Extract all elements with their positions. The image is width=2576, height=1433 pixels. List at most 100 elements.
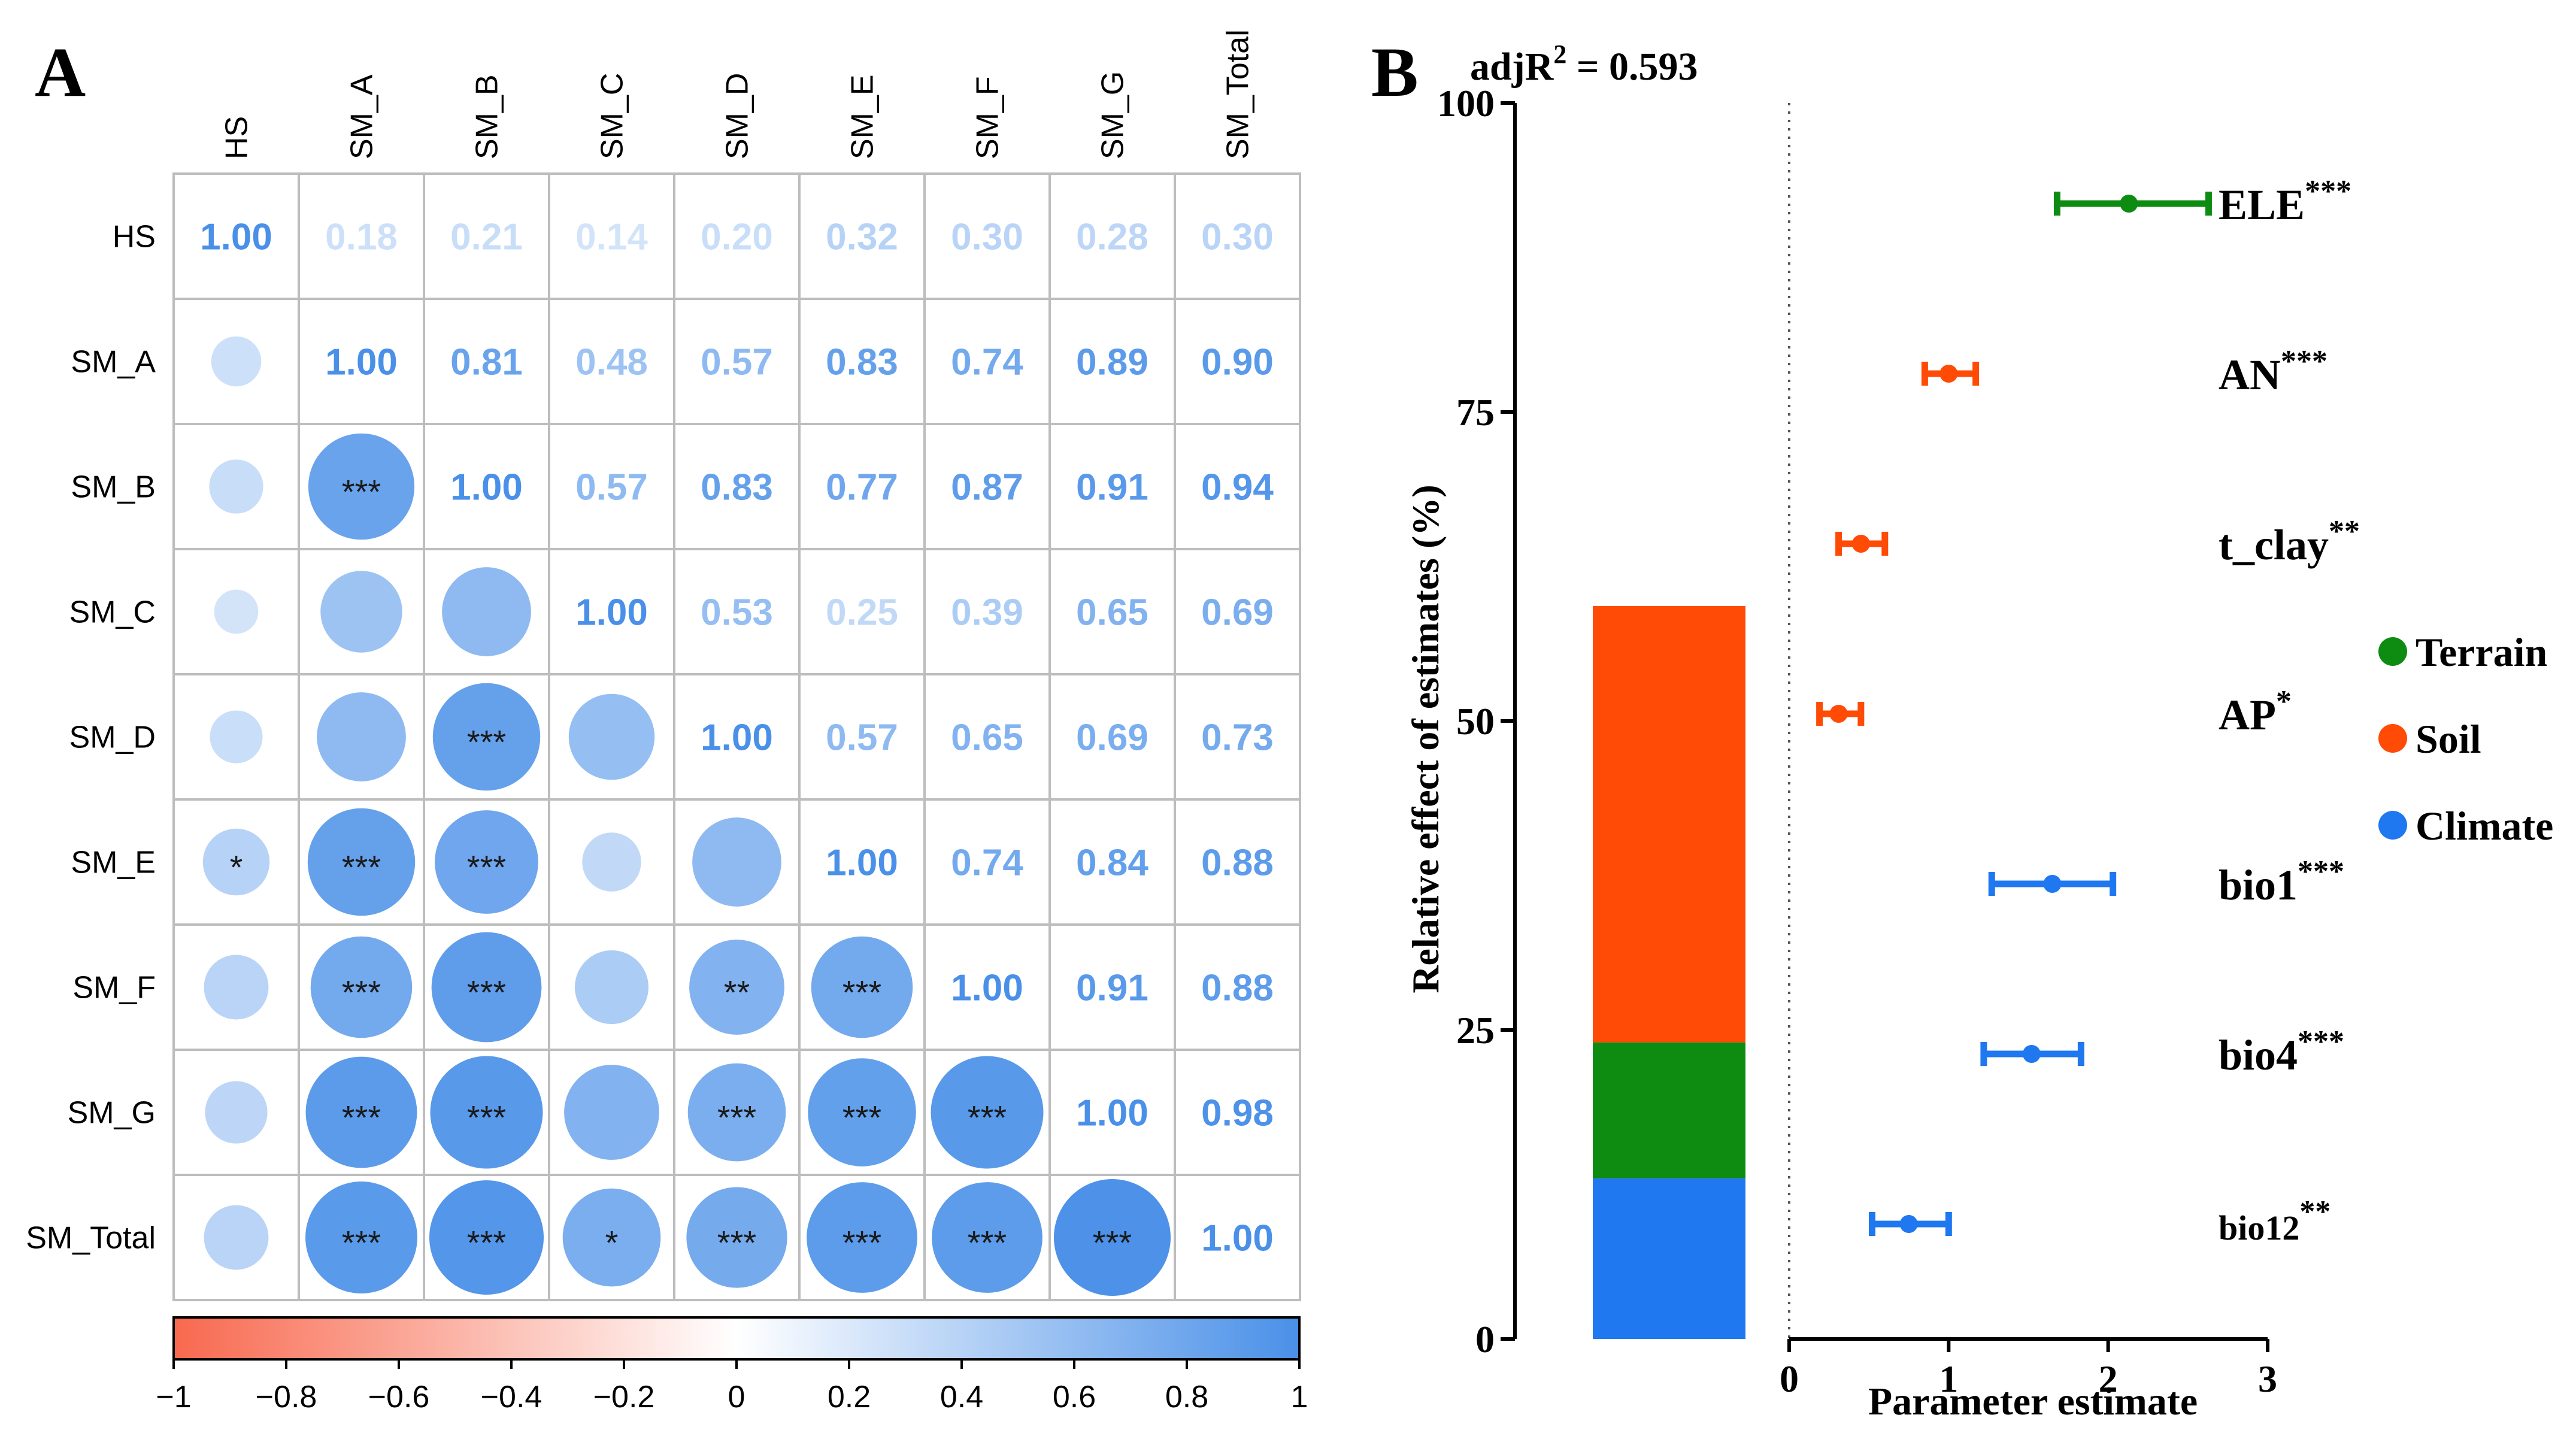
matrix-value: 0.89 — [1076, 342, 1148, 383]
y-axis-title: Relative effect of estimates (%) — [1404, 484, 1447, 993]
legend-marker-climate — [2378, 811, 2407, 840]
matrix-circle — [431, 932, 542, 1043]
matrix-value: 1.00 — [701, 717, 773, 759]
bar-segment-terrain — [1593, 1042, 1745, 1178]
significance-stars: *** — [342, 1224, 381, 1262]
matrix-circle — [562, 1188, 661, 1287]
estimate-bio12: bio12** — [1868, 1195, 2330, 1247]
x-axis-title: Parameter estimate — [1868, 1380, 2198, 1423]
estimate-name: t_clay — [2219, 521, 2329, 569]
matrix-circle — [204, 1205, 269, 1270]
matrix-value: 0.20 — [701, 217, 773, 258]
significance-stars: ** — [724, 974, 750, 1011]
estimate-t-clay: t_clay** — [1835, 514, 2360, 569]
matrix-circle — [209, 459, 263, 514]
matrix-circle — [932, 1182, 1042, 1293]
estimate-point — [2120, 195, 2138, 213]
matrix-circle — [687, 1063, 786, 1162]
column-label-sm-f: SM_F — [971, 76, 1005, 159]
colorbar-tick-label: −1 — [156, 1380, 191, 1414]
matrix-circle — [320, 571, 402, 653]
significance-stars: *** — [342, 849, 381, 886]
row-label-sm-c: SM_C — [69, 595, 156, 630]
colorbar-tick-label: −0.2 — [593, 1380, 655, 1414]
row-label-sm-b: SM_B — [71, 470, 156, 505]
matrix-value: 1.00 — [1076, 1093, 1148, 1134]
matrix-value: 0.69 — [1076, 717, 1148, 759]
estimate-point — [1829, 705, 1848, 723]
matrix-value: 0.57 — [701, 342, 773, 383]
colorbar-tick-label: 0.8 — [1165, 1380, 1208, 1414]
estimate-label: AN*** — [2219, 344, 2328, 399]
estimate-label: bio1*** — [2219, 855, 2344, 909]
matrix-value: 0.81 — [450, 342, 523, 383]
adj-r2-superscript: 2 — [1553, 40, 1566, 69]
estimate-point — [2043, 875, 2062, 893]
estimate-label: AP* — [2219, 684, 2292, 739]
colorbar-tick-label: 0 — [728, 1380, 745, 1414]
matrix-value: 0.94 — [1201, 467, 1274, 508]
matrix-circle — [310, 936, 413, 1038]
bar-segment-climate — [1593, 1178, 1745, 1339]
stacked-bar-chart: 0 25 50 75 100 Relative effect of estimates (… — [1404, 82, 1745, 1361]
matrix-value: 0.57 — [826, 717, 898, 759]
estimate-point — [1899, 1215, 1918, 1233]
matrix-value: 0.83 — [826, 342, 898, 383]
estimate-stars: ** — [2329, 514, 2360, 549]
colorbar-tick-label: 0.6 — [1053, 1380, 1096, 1414]
matrix-value: 0.39 — [951, 592, 1023, 634]
matrix-value: 0.73 — [1201, 717, 1274, 759]
significance-stars: *** — [968, 1224, 1007, 1262]
matrix-value: 0.87 — [951, 467, 1023, 508]
estimate-label: ELE*** — [2219, 174, 2351, 229]
row-label-sm-d: SM_D — [69, 720, 156, 755]
colorbar-tick-label: −0.6 — [368, 1380, 430, 1414]
matrix-circle — [305, 1181, 417, 1293]
estimate-an: AN*** — [1921, 344, 2328, 399]
matrix-circle — [811, 936, 913, 1038]
legend-label-climate: Climate — [2416, 803, 2553, 849]
colorbar-tick-label: −0.8 — [256, 1380, 317, 1414]
colorbar-tick-label: 1 — [1291, 1380, 1308, 1414]
significance-stars: * — [605, 1224, 619, 1262]
significance-stars: *** — [467, 974, 506, 1011]
matrix-circle — [202, 828, 270, 896]
significance-stars: *** — [1093, 1224, 1132, 1262]
estimate-name: bio4 — [2219, 1031, 2298, 1079]
estimate-ap: AP* — [1816, 684, 2292, 739]
matrix-value: 0.65 — [951, 717, 1023, 759]
matrix-value: 0.74 — [951, 342, 1023, 383]
significance-stars: *** — [842, 974, 881, 1011]
colorbar-gradient — [172, 1316, 1301, 1361]
estimate-point — [1939, 365, 1958, 383]
y-tick-label: 50 — [1456, 700, 1495, 743]
matrix-value: 0.53 — [701, 592, 773, 634]
panel-a-correlation-matrix: A HS SM_A SM_B SM_C SM_D SM_E SM_F SM_G SM_Total… — [26, 29, 1308, 1414]
estimate-label: bio12** — [2219, 1195, 2330, 1247]
column-label-sm-d: SM_D — [720, 73, 755, 159]
row-label-hs: HS — [113, 220, 156, 255]
matrix-value: 0.48 — [575, 342, 648, 383]
matrix-circle — [429, 1180, 544, 1295]
matrix-value: 0.91 — [1076, 467, 1148, 508]
legend: Terrain Soil Climate — [2378, 629, 2553, 849]
estimate-name: bio1 — [2219, 861, 2298, 909]
matrix-value: 0.90 — [1201, 342, 1274, 383]
legend-label-terrain: Terrain — [2416, 629, 2547, 675]
matrix-value: 0.88 — [1201, 968, 1274, 1009]
matrix-circle — [689, 940, 784, 1035]
matrix-value: 0.18 — [325, 217, 398, 258]
estimate-point — [2022, 1045, 2041, 1063]
colorbar: −1 −0.8 −0.6 −0.4 −0.2 0 0.2 0.4 0.6 0.8 1 — [156, 1316, 1308, 1414]
estimate-stars: *** — [2298, 1025, 2344, 1059]
matrix-value: 1.00 — [325, 342, 398, 383]
estimate-stars: *** — [2298, 855, 2344, 889]
correlation-matrix: HS SM_A SM_B SM_C SM_D SM_E SM_F SM_G SM_Total HS… — [26, 29, 1301, 1301]
adj-r2-prefix: adjR — [1470, 45, 1554, 89]
column-label-hs: HS — [220, 116, 254, 159]
matrix-circle — [430, 1056, 543, 1169]
matrix-value: 0.91 — [1076, 968, 1148, 1009]
significance-stars: *** — [968, 1099, 1007, 1137]
estimate-point — [1851, 535, 1870, 553]
